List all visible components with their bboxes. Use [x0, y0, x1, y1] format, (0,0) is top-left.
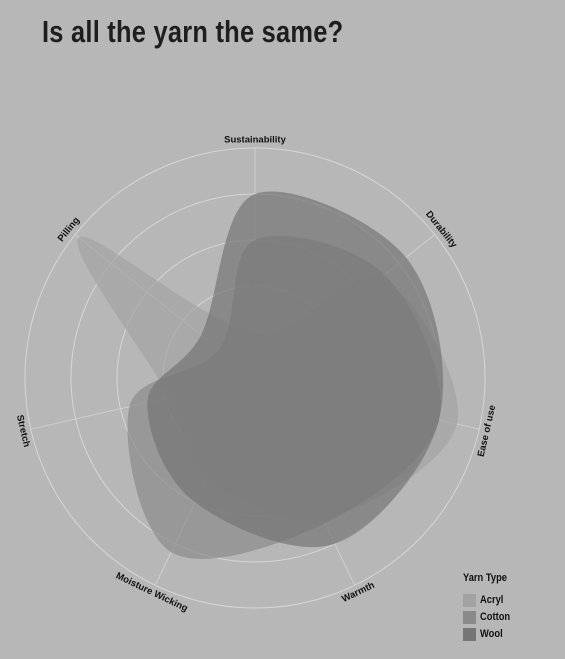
- series-areas: [77, 191, 458, 559]
- legend-swatch: [463, 627, 476, 641]
- axis-label-durability: Durability: [423, 209, 459, 251]
- legend-item-wool: Wool: [463, 626, 515, 642]
- legend: Yarn Type Acryl Cotton Wool: [463, 572, 515, 643]
- legend-label: Wool: [480, 628, 503, 640]
- legend-label: Cotton: [480, 611, 511, 623]
- chart-title: Is all the yarn the same?: [42, 14, 344, 49]
- legend-title: Yarn Type: [463, 572, 508, 584]
- legend-swatch: [463, 593, 476, 607]
- axis-label-sustainability: Sustainability: [224, 135, 286, 146]
- legend-item-acryl: Acryl: [463, 592, 515, 608]
- legend-label: Acryl: [480, 594, 504, 606]
- axis-label-stretch: Stretch: [14, 414, 32, 449]
- legend-swatch: [463, 610, 476, 624]
- legend-item-cotton: Cotton: [463, 609, 515, 625]
- series-area-wool: [147, 191, 444, 548]
- axis-label-moisture-wicking: Moisture Wicking: [114, 570, 190, 614]
